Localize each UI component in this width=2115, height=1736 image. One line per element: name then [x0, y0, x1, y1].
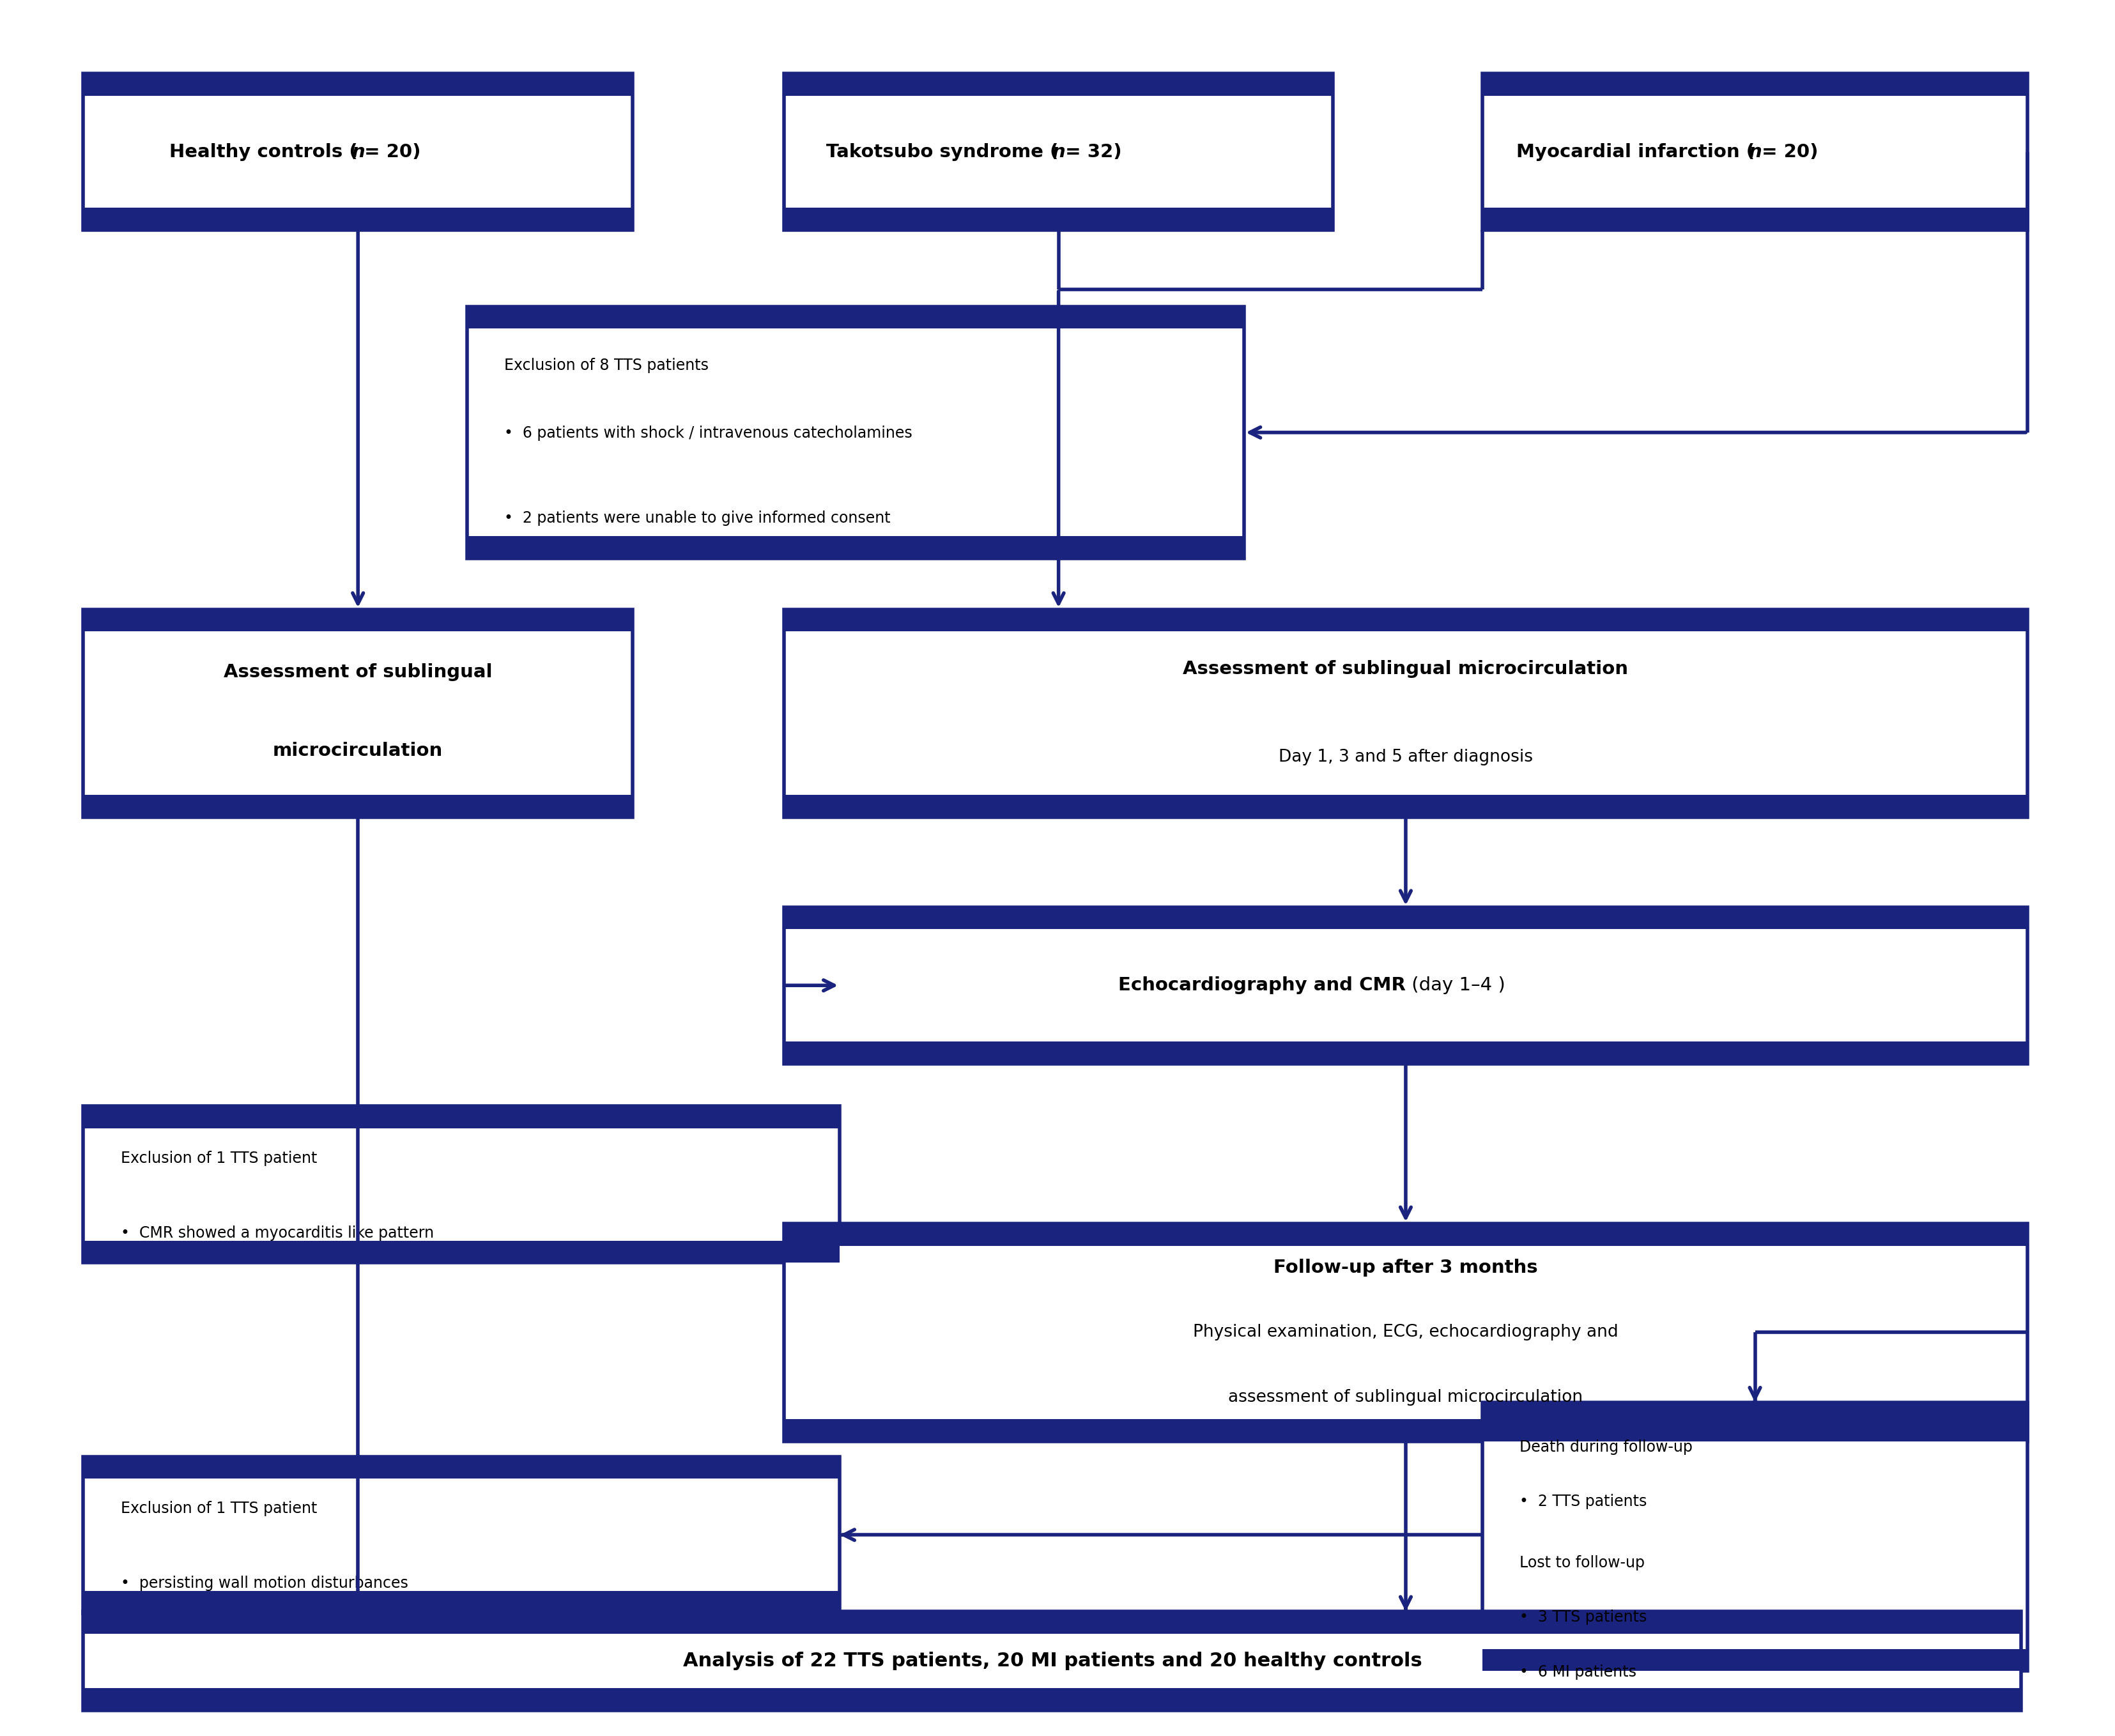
Bar [82, 73, 632, 95]
Bar [82, 1106, 840, 1262]
Bar [1483, 1403, 2028, 1672]
Text: Assessment of sublingual microcirculation: Assessment of sublingual microcirculatio… [1182, 660, 1629, 677]
Bar [785, 73, 1332, 95]
Bar [82, 1457, 840, 1479]
Text: Exclusion of 1 TTS patient: Exclusion of 1 TTS patient [121, 1151, 317, 1167]
Bar [82, 795, 632, 818]
Text: •  CMR showed a myocarditis like pattern: • CMR showed a myocarditis like pattern [121, 1226, 434, 1241]
Bar [1483, 1403, 2028, 1424]
Text: •  2 TTS patients: • 2 TTS patients [1521, 1495, 1648, 1509]
Text: (day 1–4 ): (day 1–4 ) [1406, 976, 1506, 995]
Text: microcirculation: microcirculation [273, 741, 442, 760]
Bar [785, 908, 2028, 1064]
Bar [467, 307, 1244, 559]
Bar [82, 1590, 840, 1613]
Text: assessment of sublingual microcirculation: assessment of sublingual microcirculatio… [1229, 1389, 1582, 1406]
Text: Day 1, 3 and 5 after diagnosis: Day 1, 3 and 5 after diagnosis [1280, 750, 1533, 766]
Bar [82, 1457, 840, 1613]
Bar [82, 73, 632, 231]
Bar [785, 609, 2028, 818]
Text: •  2 patients were unable to give informed consent: • 2 patients were unable to give informe… [503, 510, 890, 526]
Text: Myocardial infarction (: Myocardial infarction ( [1516, 142, 1755, 161]
Text: = 20): = 20) [1755, 142, 1819, 161]
Bar [785, 1224, 2028, 1246]
Bar [82, 1611, 2022, 1710]
Bar [82, 1611, 2022, 1634]
Bar [1483, 1649, 2028, 1672]
Bar [785, 1042, 2028, 1064]
Bar [82, 1687, 2022, 1710]
Text: = 32): = 32) [1058, 142, 1121, 161]
Bar [1483, 73, 2028, 231]
Bar [82, 1241, 840, 1262]
Bar [785, 795, 2028, 818]
Bar [467, 307, 1244, 328]
Bar [82, 609, 632, 818]
Text: Lost to follow-up: Lost to follow-up [1521, 1555, 1645, 1571]
Bar [785, 1420, 2028, 1441]
Bar [785, 1224, 2028, 1441]
Bar [82, 1106, 840, 1128]
Text: Takotsubo syndrome (: Takotsubo syndrome ( [827, 142, 1058, 161]
Text: = 20): = 20) [357, 142, 421, 161]
Text: Follow-up after 3 months: Follow-up after 3 months [1273, 1259, 1538, 1276]
Text: •  3 TTS patients: • 3 TTS patients [1521, 1609, 1648, 1625]
Bar [82, 208, 632, 231]
Bar [785, 73, 1332, 231]
Text: Analysis of 22 TTS patients, 20 MI patients and 20 healthy controls: Analysis of 22 TTS patients, 20 MI patie… [683, 1651, 1421, 1670]
Text: Exclusion of 8 TTS patients: Exclusion of 8 TTS patients [503, 358, 709, 373]
Bar [1483, 73, 2028, 95]
Text: •  6 MI patients: • 6 MI patients [1521, 1665, 1637, 1679]
Text: n: n [1749, 142, 1762, 161]
Bar [82, 609, 632, 632]
Text: n: n [1051, 142, 1066, 161]
Text: Assessment of sublingual: Assessment of sublingual [224, 663, 493, 681]
Bar [467, 536, 1244, 559]
Text: •  persisting wall motion disturbances: • persisting wall motion disturbances [121, 1576, 408, 1592]
Bar [785, 908, 2028, 929]
Text: Healthy controls (: Healthy controls ( [169, 142, 357, 161]
Text: Exclusion of 1 TTS patient: Exclusion of 1 TTS patient [121, 1502, 317, 1516]
Text: Echocardiography and CMR: Echocardiography and CMR [1119, 976, 1406, 995]
Text: Physical examination, ECG, echocardiography and: Physical examination, ECG, echocardiogra… [1193, 1325, 1618, 1340]
Text: n: n [351, 142, 364, 161]
Bar [785, 609, 2028, 632]
Bar [785, 208, 1332, 231]
Text: Death during follow-up: Death during follow-up [1521, 1439, 1692, 1455]
Bar [1483, 208, 2028, 231]
Text: •  6 patients with shock / intravenous catecholamines: • 6 patients with shock / intravenous ca… [503, 425, 912, 441]
